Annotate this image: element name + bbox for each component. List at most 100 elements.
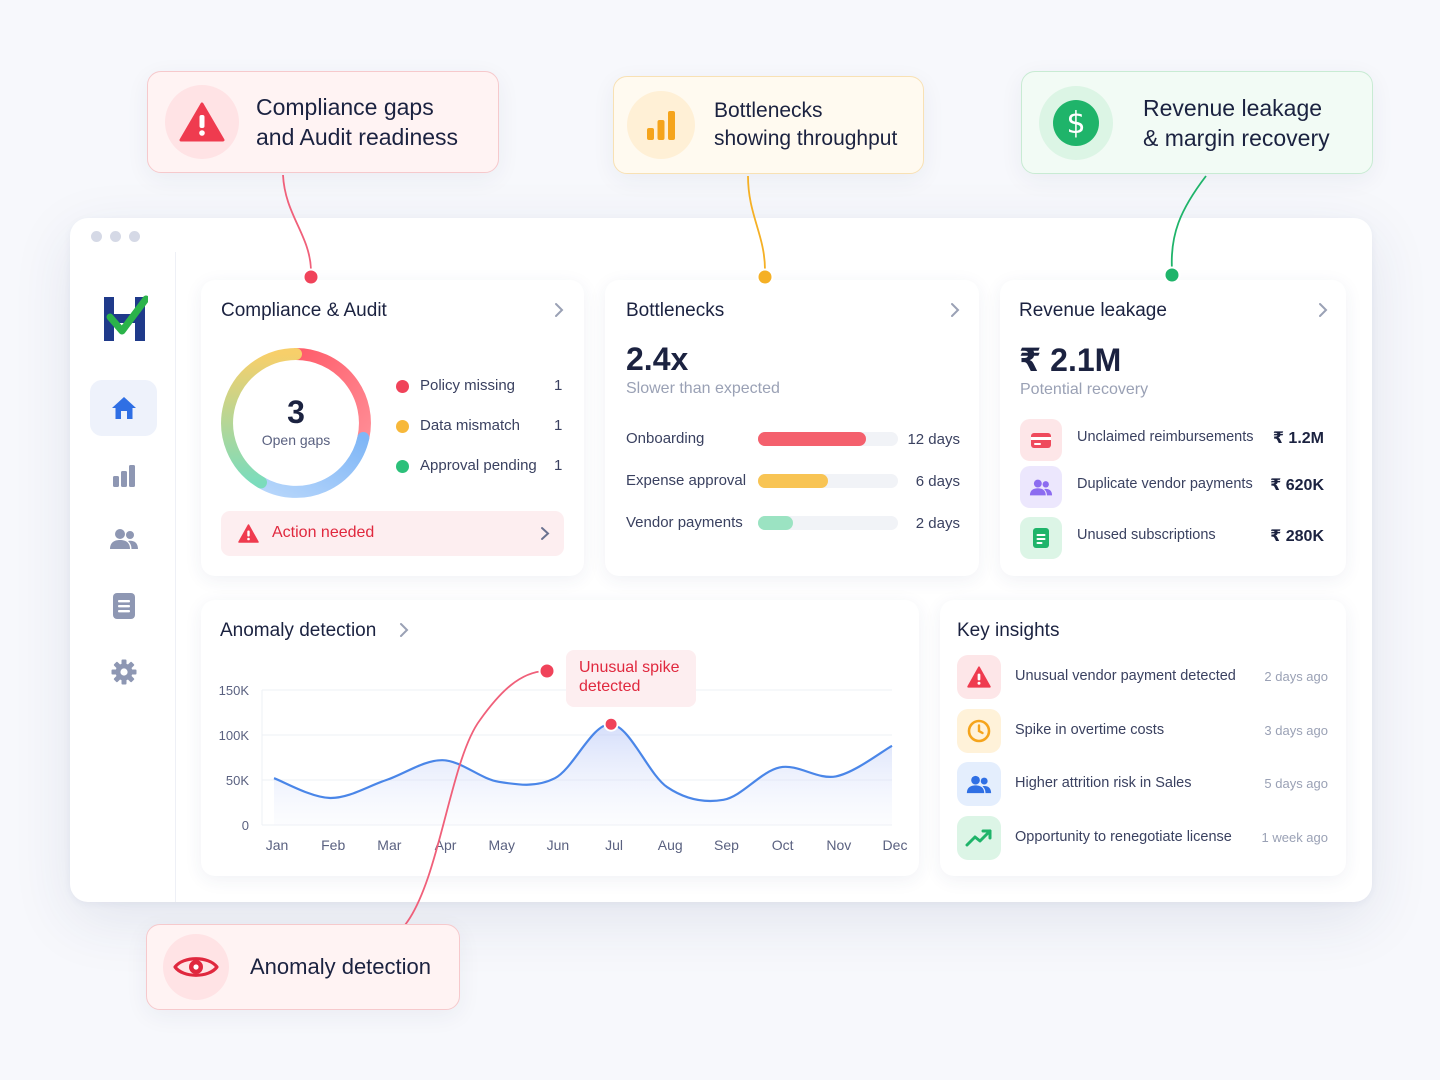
clock-icon xyxy=(957,709,1001,753)
callout-compliance: Compliance gaps and Audit readiness xyxy=(147,71,499,173)
insight-time: 3 days ago xyxy=(1264,723,1328,738)
data-point[interactable] xyxy=(327,795,333,801)
bottleneck-label: Onboarding xyxy=(626,430,705,447)
anomaly-card[interactable]: Anomaly detection 150K 100K 50K 0 Jan Feb Mar A… xyxy=(201,600,919,876)
insight-time: 2 days ago xyxy=(1264,669,1328,684)
data-point[interactable] xyxy=(889,743,895,749)
dollar-icon: $ xyxy=(1039,85,1113,160)
y-tick-label: 0 xyxy=(242,818,249,833)
series-area xyxy=(274,724,892,825)
dashboard-window: Compliance & Audit 3 Open gaps Policy mi… xyxy=(70,218,1372,902)
data-point[interactable] xyxy=(383,777,389,783)
data-point[interactable] xyxy=(664,784,670,790)
window-dot xyxy=(110,231,121,242)
compliance-card[interactable]: Compliance & Audit 3 Open gaps Policy mi… xyxy=(201,280,584,576)
bottleneck-label: Vendor payments xyxy=(626,514,743,531)
chevron-right-icon[interactable] xyxy=(949,302,961,318)
chevron-right-icon[interactable] xyxy=(553,302,565,318)
warning-icon xyxy=(238,524,259,543)
x-tick-label: Sep xyxy=(714,837,739,853)
window-dot xyxy=(129,231,140,242)
callout-anomaly-label: Anomaly detection xyxy=(250,954,431,979)
legend-dot xyxy=(396,380,409,393)
users-icon xyxy=(957,762,1001,806)
x-tick-label: Jul xyxy=(605,837,623,853)
revenue-card[interactable]: Revenue leakage ₹ 2.1M Potential recover… xyxy=(1000,280,1346,576)
data-point[interactable] xyxy=(496,779,502,785)
x-tick-label: Oct xyxy=(772,837,794,853)
insights-title: Key insights xyxy=(957,620,1060,641)
callout-compliance-line1: Compliance gaps xyxy=(256,94,434,120)
revenue-item-value: ₹ 1.2M xyxy=(1272,430,1324,447)
action-needed-label: Action needed xyxy=(272,524,375,541)
insight-label: Spike in overtime costs xyxy=(1015,722,1165,738)
insight-label: Unusual vendor payment detected xyxy=(1015,668,1236,684)
data-point[interactable] xyxy=(552,775,558,781)
compliance-item-label: Data mismatch xyxy=(420,417,521,434)
bottleneck-label: Expense approval xyxy=(626,472,747,489)
anomaly-title: Anomaly detection xyxy=(220,620,377,641)
warning-icon xyxy=(957,655,1001,699)
revenue-title: Revenue leakage xyxy=(1019,300,1167,321)
open-gaps-label: Open gaps xyxy=(261,432,331,448)
sidebar-item-settings[interactable] xyxy=(90,644,157,700)
x-tick-label: Jan xyxy=(266,837,289,853)
bottleneck-bar xyxy=(758,516,898,530)
chevron-right-icon xyxy=(541,527,550,540)
compliance-item-count: 1 xyxy=(554,457,563,474)
warning-icon xyxy=(165,85,239,159)
document-icon xyxy=(112,593,135,619)
data-point[interactable] xyxy=(777,764,783,770)
data-point[interactable] xyxy=(271,775,277,781)
callout-revenue-line2: & margin recovery xyxy=(1143,124,1330,151)
x-tick-label: Jun xyxy=(547,837,570,853)
insight-time: 1 week ago xyxy=(1261,830,1329,845)
spike-tooltip-line2: detected xyxy=(579,678,641,695)
revenue-item-value: ₹ 280K xyxy=(1270,528,1324,545)
x-tick-label: Feb xyxy=(321,837,345,853)
sidebar-item-documents[interactable] xyxy=(90,578,157,634)
data-point[interactable] xyxy=(833,773,839,779)
sidebar-item-analytics[interactable] xyxy=(90,448,157,504)
x-tick-label: Nov xyxy=(826,837,851,853)
y-tick-label: 50K xyxy=(226,773,249,788)
sidebar-item-home[interactable] xyxy=(90,380,157,436)
compliance-title: Compliance & Audit xyxy=(221,300,387,321)
x-tick-label: Apr xyxy=(435,837,457,853)
sidebar-item-people[interactable] xyxy=(90,511,157,567)
revenue-item-label: Duplicate vendor payments xyxy=(1077,476,1253,492)
document-icon xyxy=(1020,517,1062,559)
y-tick-label: 100K xyxy=(219,728,250,743)
anomaly-chart: 150K 100K 50K 0 Jan Feb Mar Apr May Jun Jul Aug Sep O… xyxy=(219,683,908,853)
compliance-item-count: 1 xyxy=(554,377,563,394)
revenue-metric: ₹ 2.1M xyxy=(1019,342,1122,378)
open-gaps-count: 3 xyxy=(287,394,305,430)
bottleneck-bar-fill xyxy=(758,432,866,446)
callout-revenue: $ Revenue leakage & margin recovery xyxy=(1021,71,1373,174)
y-tick-label: 150K xyxy=(219,683,250,698)
compliance-item-count: 1 xyxy=(554,417,563,434)
spike-marker[interactable] xyxy=(603,716,619,732)
spike-tooltip: Unusual spike detected xyxy=(566,650,696,707)
card-icon xyxy=(1020,419,1062,461)
revenue-item-value: ₹ 620K xyxy=(1270,477,1324,494)
action-needed-button[interactable]: Action needed xyxy=(221,511,564,556)
revenue-subtitle: Potential recovery xyxy=(1020,381,1149,398)
x-tick-label: May xyxy=(489,837,515,853)
gear-icon xyxy=(111,659,136,685)
insights-card[interactable]: Key insights Unusual vendor payment dete… xyxy=(940,600,1346,876)
legend-dot xyxy=(396,460,409,473)
insight-label: Opportunity to renegotiate license xyxy=(1015,829,1232,845)
chevron-right-icon[interactable] xyxy=(1317,302,1329,318)
chevron-right-icon[interactable] xyxy=(398,622,410,638)
data-point[interactable] xyxy=(440,757,446,763)
x-tick-label: Mar xyxy=(377,837,401,853)
bottleneck-bar xyxy=(758,474,898,488)
bar-chart-icon xyxy=(112,465,135,487)
callout-anomaly: Anomaly detection xyxy=(146,924,460,1010)
trend-up-icon xyxy=(957,816,1001,860)
callout-compliance-line2: and Audit readiness xyxy=(256,124,459,150)
bar-chart-icon xyxy=(627,91,695,159)
bottlenecks-card[interactable]: Bottlenecks 2.4x Slower than expected On… xyxy=(605,280,979,576)
data-point[interactable] xyxy=(720,797,726,803)
